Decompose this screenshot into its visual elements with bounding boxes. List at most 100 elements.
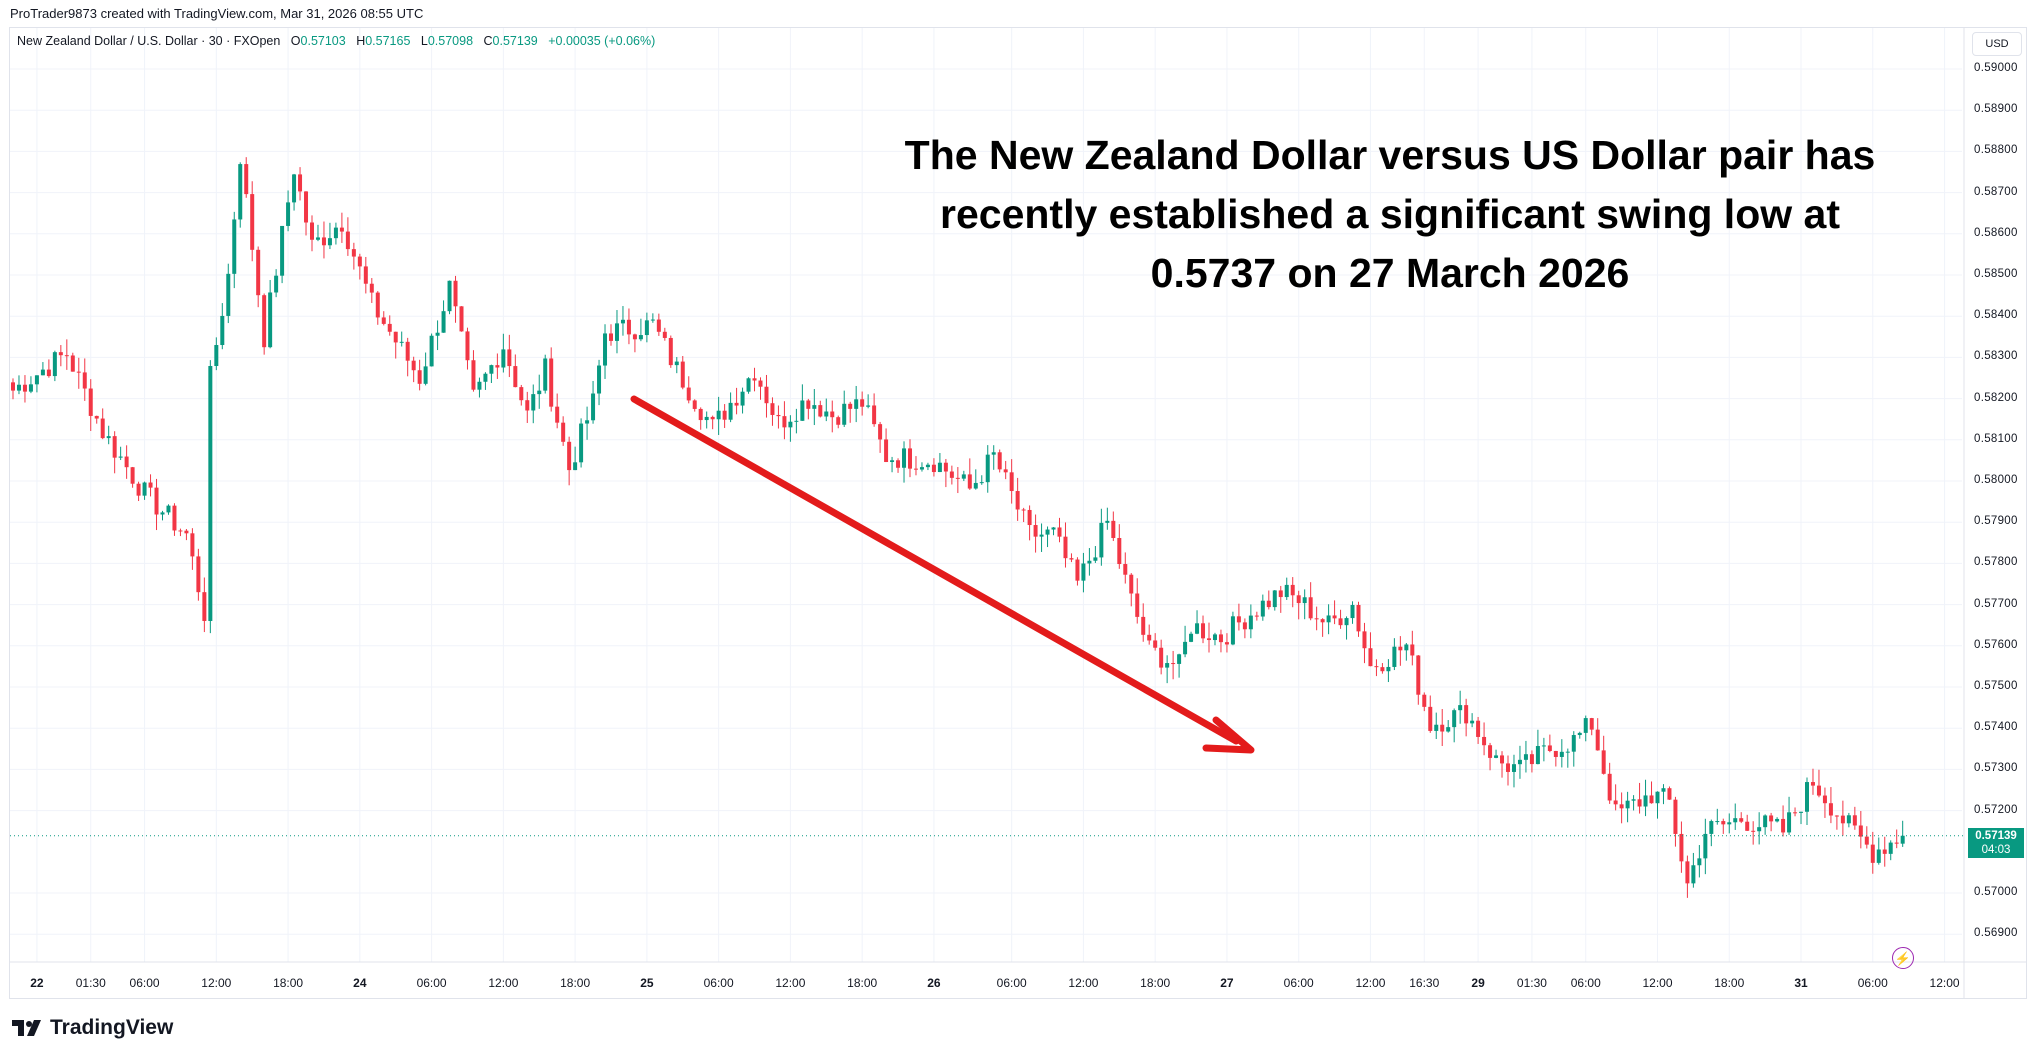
candle-body xyxy=(1619,804,1624,809)
candle-body xyxy=(1852,815,1857,826)
candle-body xyxy=(716,410,721,420)
candle-body xyxy=(1810,782,1815,786)
candle-body xyxy=(106,436,111,439)
candle-body xyxy=(1745,821,1750,831)
price-tick-label: 0.58200 xyxy=(1974,391,2018,404)
candle-body xyxy=(656,319,661,332)
candle-body xyxy=(1171,663,1176,665)
time-tick-label: 25 xyxy=(640,976,654,990)
candle-body xyxy=(1655,791,1660,804)
close-value: 0.57139 xyxy=(492,34,538,48)
candle-body xyxy=(1338,618,1343,626)
candle-body xyxy=(812,405,817,409)
candle-body xyxy=(1290,584,1295,596)
chart-annotation: The New Zealand Dollar versus US Dollar … xyxy=(840,126,1940,303)
high-value: 0.57165 xyxy=(365,34,411,48)
candle-body xyxy=(1721,821,1726,825)
candle-body xyxy=(890,460,895,463)
candle-body xyxy=(339,227,344,232)
price-tick-label: 0.57200 xyxy=(1974,803,2018,816)
candle-body xyxy=(1589,718,1594,730)
candle-body xyxy=(1218,634,1223,643)
candle-body xyxy=(1320,619,1325,623)
candle-body xyxy=(495,365,500,368)
candle-body xyxy=(979,482,984,484)
candle-body xyxy=(1625,800,1630,809)
candle-body xyxy=(1864,836,1869,845)
candle-body xyxy=(1697,858,1702,866)
candle-body xyxy=(1045,529,1050,535)
tradingview-logo[interactable]: TradingView xyxy=(12,1016,173,1040)
candle-body xyxy=(1177,654,1182,664)
chart-pane[interactable] xyxy=(9,27,2027,999)
candle-body xyxy=(686,387,691,401)
candle-body xyxy=(1057,527,1062,537)
candle-body xyxy=(1535,746,1540,765)
candle-body xyxy=(1511,764,1516,772)
symbol-title[interactable]: New Zealand Dollar / U.S. Dollar · 30 · … xyxy=(17,34,281,48)
candle-body xyxy=(585,420,590,424)
annotation-line: 0.5737 on 27 March 2026 xyxy=(1150,250,1630,296)
candle-body xyxy=(1894,842,1899,844)
candle-body xyxy=(1356,604,1361,632)
candle-body xyxy=(250,194,255,250)
candle-body xyxy=(1787,812,1792,833)
candle-body xyxy=(1828,803,1833,816)
time-tick-label: 18:00 xyxy=(847,976,878,990)
candle-body xyxy=(196,556,201,593)
candle-body xyxy=(794,420,799,422)
candle-body xyxy=(949,471,954,478)
candle-body xyxy=(333,227,338,239)
candle-body xyxy=(220,315,225,346)
candle-body xyxy=(662,331,667,338)
candle-body xyxy=(698,408,703,421)
candle-body xyxy=(34,375,39,385)
candle-body xyxy=(1236,616,1241,623)
candle-body xyxy=(1015,491,1020,510)
candle-body xyxy=(788,421,793,428)
candle-body xyxy=(770,403,775,415)
candle-body xyxy=(1565,751,1570,753)
candle-body xyxy=(644,320,649,336)
lightning-icon[interactable]: ⚡ xyxy=(1892,947,1914,969)
candle-body xyxy=(818,405,823,417)
candle-body xyxy=(734,402,739,406)
high-label: H xyxy=(356,34,366,48)
candle-body xyxy=(286,202,291,226)
candle-body xyxy=(136,483,141,496)
candle-body xyxy=(16,384,21,391)
candle-body xyxy=(620,319,625,324)
candle-body xyxy=(1380,667,1385,672)
candle-body xyxy=(1685,861,1690,884)
candle-body xyxy=(1093,557,1098,561)
candle-body xyxy=(238,164,243,220)
candle-body xyxy=(1595,729,1600,751)
candle-body xyxy=(1350,604,1355,619)
candle-body xyxy=(489,365,494,374)
time-tick-label: 12:00 xyxy=(1929,976,1960,990)
candle-body xyxy=(154,487,159,515)
currency-button[interactable]: USD xyxy=(1972,32,2022,56)
candle-body xyxy=(1314,618,1319,620)
candle-body xyxy=(872,405,877,425)
candle-body xyxy=(112,436,117,458)
time-tick-label: 18:00 xyxy=(1714,976,1745,990)
candle-body xyxy=(1840,815,1845,824)
candle-body xyxy=(1553,750,1558,757)
candle-body xyxy=(1523,754,1528,760)
candle-body xyxy=(1775,818,1780,822)
candle-body xyxy=(591,393,596,421)
candle-body xyxy=(1571,735,1576,752)
candle-body xyxy=(842,403,847,425)
symbol-legend: New Zealand Dollar / U.S. Dollar · 30 · … xyxy=(17,34,655,48)
candle-body xyxy=(1260,600,1265,617)
candle-body xyxy=(1207,638,1211,641)
time-tick-label: 06:00 xyxy=(416,976,447,990)
candle-body xyxy=(1709,821,1714,834)
candle-body xyxy=(722,410,727,420)
candle-body xyxy=(1613,800,1618,805)
candle-body xyxy=(1386,666,1391,672)
candle-body xyxy=(172,505,177,531)
candle-body xyxy=(1266,600,1271,608)
